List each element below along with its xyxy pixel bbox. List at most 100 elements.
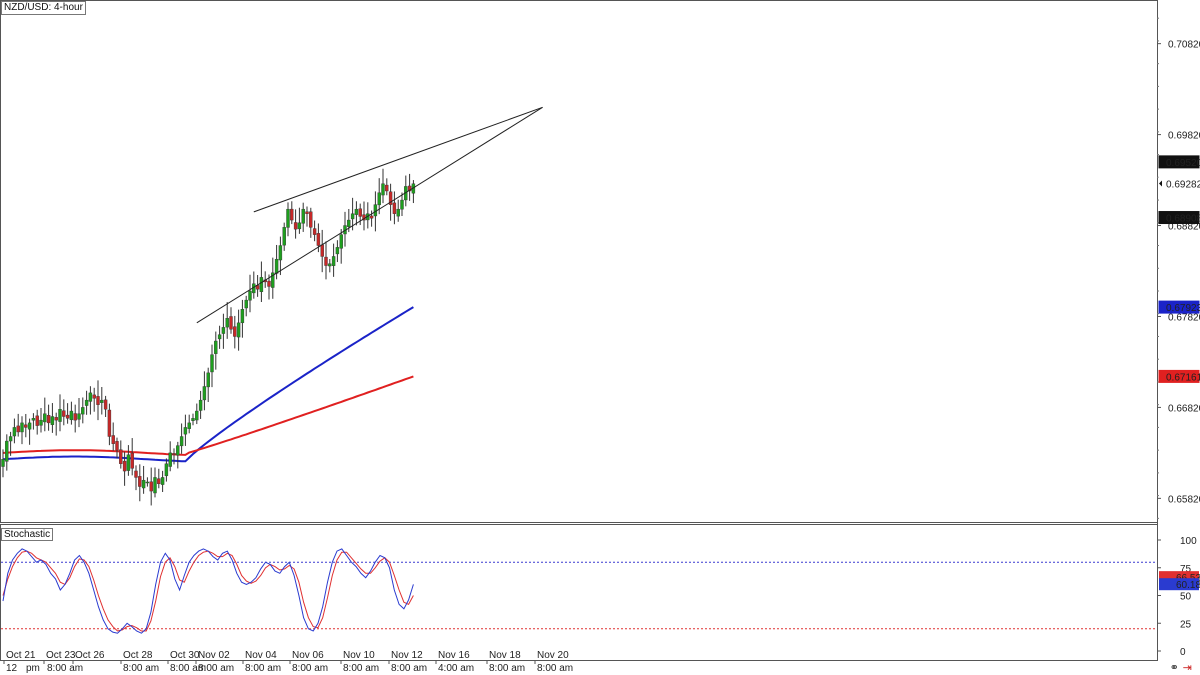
candle-body: [198, 399, 203, 411]
time-label-bottom: 8:00 am: [489, 663, 525, 674]
time-label-top: Nov 04: [245, 650, 277, 661]
candle-body: [278, 245, 283, 261]
candlestick-series: [1, 168, 416, 506]
price-tag: [1158, 211, 1200, 225]
candle-body: [62, 410, 66, 417]
candle-body: [65, 414, 70, 419]
candle-body: [274, 258, 279, 274]
candle-body: [407, 185, 412, 192]
candle-body: [385, 184, 389, 192]
candle-body: [122, 460, 127, 472]
price-tag-label: 0.67161: [1166, 372, 1200, 383]
candle-body: [324, 256, 328, 266]
candle-body: [392, 202, 397, 214]
candle-body: [73, 413, 77, 421]
time-label-top: Oct 28: [123, 650, 153, 661]
price-tag: [1158, 300, 1200, 314]
candle-body: [183, 427, 188, 435]
exit-icon[interactable]: ⇥: [1182, 662, 1192, 674]
price-tag-label: 0.69282: [1166, 180, 1200, 191]
candle-body: [5, 440, 9, 462]
candle-body: [35, 415, 39, 426]
candle-body: [290, 208, 294, 221]
candle-body: [84, 399, 89, 406]
candle-body: [301, 208, 305, 224]
candle-body: [27, 422, 32, 430]
time-label-bottom: 8:00 am: [170, 663, 206, 674]
current-price-arrow: [1159, 180, 1162, 187]
wedge-lower-line: [196, 106, 543, 324]
candle-body: [43, 413, 47, 423]
candle-body: [138, 476, 142, 487]
candle-body: [77, 413, 81, 420]
candle-body: [297, 222, 302, 230]
time-label-bottom: 12: [6, 663, 18, 674]
candle-body: [225, 318, 229, 328]
candle-body: [187, 422, 191, 429]
candle-body: [381, 183, 385, 196]
candle-body: [119, 449, 123, 464]
ma-fast-line: [2, 306, 414, 463]
candle-body: [149, 481, 153, 492]
candle-body: [103, 399, 108, 410]
candle-body: [217, 334, 222, 340]
price-tag: [1158, 369, 1200, 383]
candle-body: [160, 477, 165, 485]
candle-body: [400, 199, 404, 210]
candle-body: [339, 234, 343, 249]
time-label-bottom: pm: [26, 663, 40, 674]
candle-body: [267, 280, 271, 287]
candle-body: [282, 227, 286, 246]
candle-body: [100, 399, 104, 403]
stoch-tick-label: 0: [1180, 647, 1186, 658]
time-label-top: Nov 18: [489, 650, 521, 661]
candle-body: [350, 213, 355, 220]
candle-body: [377, 192, 381, 206]
candle-body: [50, 416, 55, 425]
candle-body: [369, 215, 374, 219]
stoch-tick-label: 75: [1180, 564, 1192, 575]
candle-body: [115, 441, 119, 451]
candle-body: [168, 452, 172, 467]
stoch-k-tag-label: 60.18: [1176, 580, 1200, 591]
time-label-top: Nov 10: [343, 650, 375, 661]
time-label-bottom: 8:00 am: [391, 663, 427, 674]
time-label-top: Oct 26: [75, 650, 105, 661]
candle-body: [96, 396, 100, 405]
rising-wedge-trendlines: [196, 106, 543, 324]
candle-body: [286, 208, 290, 228]
candle-body: [69, 410, 74, 421]
stoch-tick-label: 100: [1180, 536, 1197, 547]
candle-body: [335, 247, 340, 255]
candle-body: [195, 410, 199, 421]
stoch-k-tag: [1159, 578, 1199, 591]
candle-body: [31, 418, 36, 421]
time-label-top: Nov 20: [537, 650, 569, 661]
stochastic-pane-border: [0, 524, 1158, 661]
wedge-upper-line: [253, 106, 543, 213]
price-tag: [1158, 155, 1200, 169]
candle-body: [271, 272, 275, 288]
candle-body: [176, 445, 180, 456]
candle-body: [396, 208, 400, 217]
link-icon[interactable]: ⚭: [1169, 662, 1179, 674]
candle-body: [141, 479, 146, 489]
time-label-top: Oct 23: [46, 650, 76, 661]
candle-body: [210, 354, 214, 373]
time-label-bottom: 8:00 am: [343, 663, 379, 674]
moving-averages: [2, 306, 414, 463]
candle-body: [244, 299, 248, 309]
candle-body: [229, 316, 233, 330]
candle-body: [316, 233, 321, 246]
main-pane-border: [0, 0, 1158, 523]
candle-body: [191, 418, 195, 421]
candle-body: [305, 211, 309, 214]
time-label-bottom: 8:00 am: [123, 663, 159, 674]
candle-body: [312, 228, 317, 235]
candle-body: [39, 419, 43, 426]
